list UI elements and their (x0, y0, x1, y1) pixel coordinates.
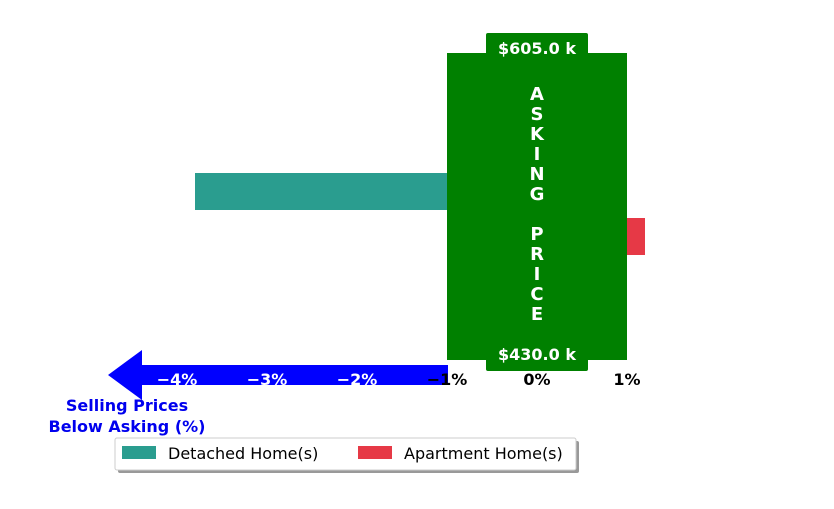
x-tick-label: −4% (157, 370, 198, 389)
asking-price-letter: S (531, 104, 544, 125)
asking-price-letter: G (530, 184, 545, 205)
asking-price-letter: R (530, 244, 544, 265)
legend: Detached Home(s) Apartment Home(s) (114, 437, 579, 473)
asking-price-letter: I (534, 144, 541, 165)
x-tick-label: −3% (247, 370, 288, 389)
asking-price-low-label: $430.0 k (498, 345, 576, 364)
asking-price-letter: N (529, 164, 544, 185)
x-axis-title-line-2: Below Asking (%) (49, 417, 206, 436)
x-tick-label: −1% (427, 370, 468, 389)
legend-swatch-apartment (358, 446, 392, 459)
x-axis-title-line-1: Selling Prices (66, 396, 188, 415)
legend-label-apartment: Apartment Home(s) (404, 444, 563, 463)
asking-price-letter: P (530, 224, 543, 245)
x-tick-label: −2% (337, 370, 378, 389)
asking-price-box (447, 53, 627, 360)
asking-price-letter: C (530, 284, 543, 305)
below-asking-arrow (108, 350, 448, 400)
asking-price-letter: E (531, 304, 543, 325)
x-axis-ticks: −4% −3% −2% −1% 0% 1% (157, 370, 641, 389)
asking-price-high-label: $605.0 k (498, 39, 576, 58)
legend-label-detached: Detached Home(s) (168, 444, 318, 463)
x-tick-label: 1% (613, 370, 640, 389)
asking-price-letter: A (530, 84, 544, 105)
x-tick-label: 0% (523, 370, 550, 389)
asking-price-bottom-tab (486, 340, 588, 371)
asking-price-top-tab (486, 33, 588, 63)
legend-swatch-detached (122, 446, 156, 459)
asking-price-letter: I (534, 264, 541, 285)
asking-price-letter: K (530, 124, 545, 145)
legend-box (114, 437, 577, 471)
